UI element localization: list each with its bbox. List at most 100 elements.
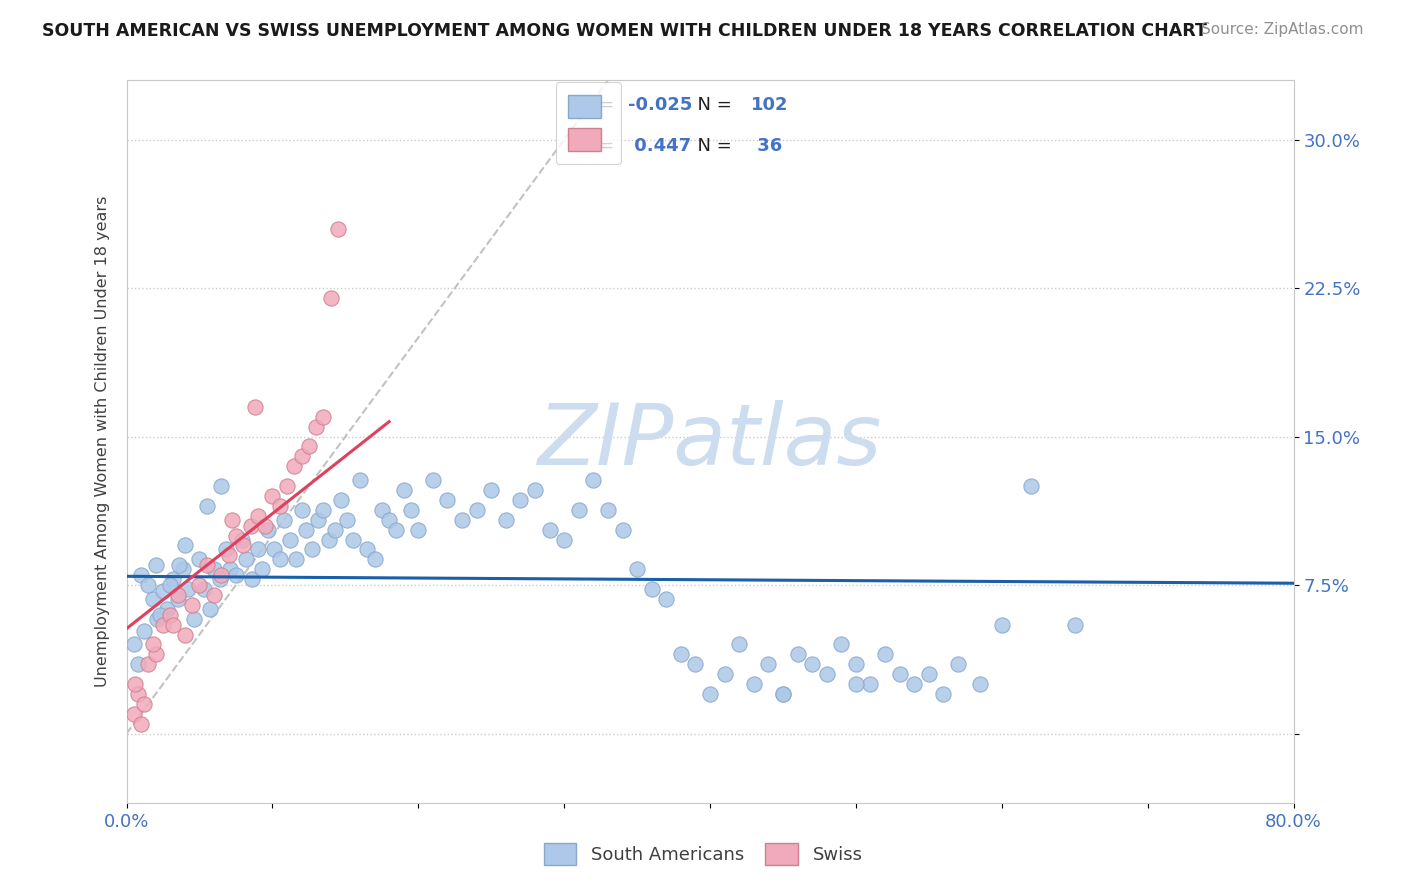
Point <box>215 542 238 557</box>
Point <box>162 617 184 632</box>
Point <box>181 598 204 612</box>
Point <box>408 523 430 537</box>
Point <box>371 503 394 517</box>
Point <box>582 473 605 487</box>
Point <box>262 489 284 503</box>
Point <box>250 562 273 576</box>
Point <box>312 409 335 424</box>
Text: R =: R = <box>582 137 620 155</box>
Point <box>156 602 179 616</box>
Point <box>167 558 190 573</box>
Point <box>479 483 502 497</box>
Point <box>202 588 225 602</box>
Text: ZIPatlas: ZIPatlas <box>538 400 882 483</box>
Point <box>319 291 342 305</box>
Point <box>284 552 307 566</box>
Point <box>326 221 349 235</box>
Point <box>132 697 155 711</box>
Point <box>903 677 925 691</box>
Point <box>218 549 240 563</box>
Text: N =: N = <box>686 95 738 114</box>
Point <box>713 667 735 681</box>
Point <box>772 687 794 701</box>
Point <box>273 513 295 527</box>
Text: R =: R = <box>582 95 620 114</box>
Point <box>612 523 634 537</box>
Point <box>290 450 312 464</box>
Point <box>685 657 707 672</box>
Point <box>235 552 257 566</box>
Point <box>142 591 165 606</box>
Point <box>524 483 547 497</box>
Point <box>845 677 868 691</box>
Point <box>193 582 215 596</box>
Point <box>219 562 242 576</box>
Text: SOUTH AMERICAN VS SWISS UNEMPLOYMENT AMONG WOMEN WITH CHILDREN UNDER 18 YEARS CO: SOUTH AMERICAN VS SWISS UNEMPLOYMENT AMO… <box>42 22 1208 40</box>
Point <box>655 591 678 606</box>
Text: 36: 36 <box>751 137 782 155</box>
Point <box>845 657 868 672</box>
Point <box>195 558 218 573</box>
Point <box>283 459 305 474</box>
Point <box>349 473 371 487</box>
Point <box>225 568 247 582</box>
Text: -0.025: -0.025 <box>628 95 692 114</box>
Point <box>568 503 591 517</box>
Point <box>231 533 253 547</box>
Text: 0.447: 0.447 <box>628 137 692 155</box>
Point <box>801 657 824 672</box>
Point <box>918 667 941 681</box>
Point <box>174 539 197 553</box>
Point <box>772 687 794 701</box>
Point <box>188 578 211 592</box>
Point <box>553 533 575 547</box>
Point <box>225 528 247 542</box>
Point <box>323 523 346 537</box>
Point <box>815 667 838 681</box>
Point <box>124 677 146 691</box>
Point <box>138 578 160 592</box>
Point <box>742 677 765 691</box>
Point <box>127 687 149 701</box>
Point <box>342 533 364 547</box>
Point <box>162 572 184 586</box>
Point <box>399 503 422 517</box>
Point <box>276 479 298 493</box>
Point <box>859 677 882 691</box>
Point <box>363 552 385 566</box>
Point <box>756 657 779 672</box>
Point <box>243 400 266 414</box>
Text: 102: 102 <box>751 95 789 114</box>
Point <box>221 513 243 527</box>
Point <box>1019 479 1042 493</box>
Point <box>295 523 318 537</box>
Point <box>436 492 458 507</box>
Point <box>875 648 897 662</box>
Point <box>198 602 221 616</box>
Point <box>145 558 167 573</box>
Point <box>336 513 359 527</box>
Legend: , : , <box>555 82 620 164</box>
Point <box>946 657 969 672</box>
Point <box>307 513 329 527</box>
Point <box>728 637 751 651</box>
Legend: South Americans, Swiss: South Americans, Swiss <box>536 836 870 872</box>
Point <box>786 648 808 662</box>
Point <box>177 582 200 596</box>
Text: Source: ZipAtlas.com: Source: ZipAtlas.com <box>1201 22 1364 37</box>
Point <box>669 648 692 662</box>
Point <box>246 542 269 557</box>
Point <box>188 552 211 566</box>
Point <box>263 542 285 557</box>
Point <box>301 542 323 557</box>
Point <box>465 503 488 517</box>
Point <box>183 612 205 626</box>
Point <box>149 607 172 622</box>
Point <box>278 533 301 547</box>
Point <box>174 627 197 641</box>
Point <box>202 562 225 576</box>
Point <box>538 523 561 537</box>
Point <box>451 513 474 527</box>
Point <box>298 440 321 454</box>
Point <box>122 706 145 721</box>
